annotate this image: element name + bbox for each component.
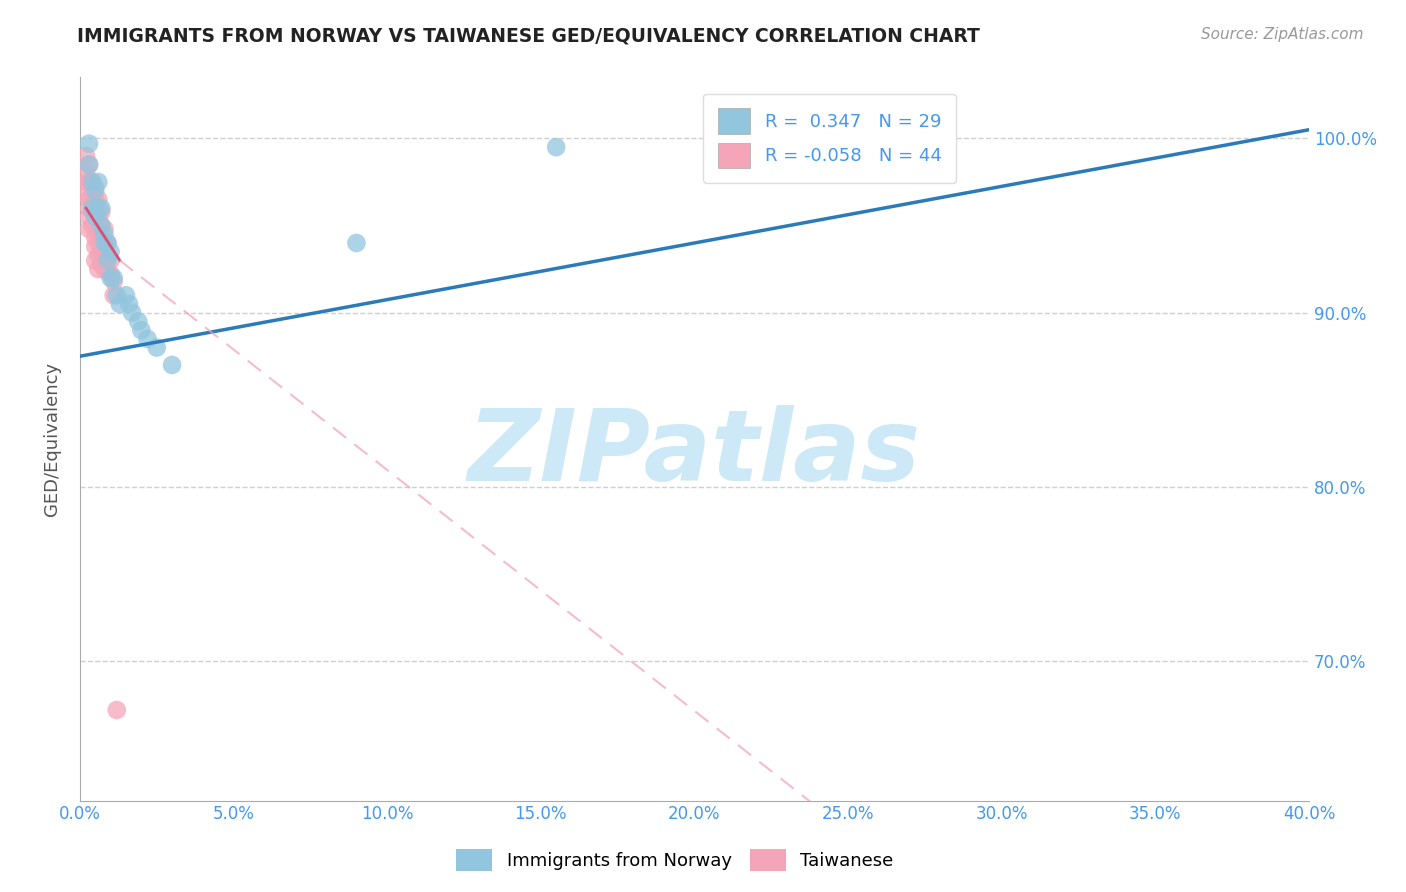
Point (96, 250, 118, 264)
Point (75, 149, 97, 163)
Point (90, 201, 112, 215)
Point (84, 204, 107, 219)
Point (90, 219, 112, 233)
Point (87, 210, 110, 224)
Point (87, 193, 110, 207)
Point (77, 157, 100, 171)
Text: ZIPatlas: ZIPatlas (468, 405, 921, 502)
Point (121, 306, 143, 320)
Point (118, 297, 141, 311)
Point (90, 244, 112, 259)
Point (105, 703, 128, 717)
Point (77, 175, 100, 189)
Point (108, 297, 131, 311)
Point (103, 274, 125, 288)
Point (84, 180, 107, 194)
Point (90, 219, 112, 233)
Point (75, 175, 97, 189)
Point (96, 235, 118, 250)
Point (87, 201, 110, 215)
Point (87, 235, 110, 250)
Text: IMMIGRANTS FROM NORWAY VS TAIWANESE GED/EQUIVALENCY CORRELATION CHART: IMMIGRANTS FROM NORWAY VS TAIWANESE GED/… (77, 27, 980, 45)
Text: Source: ZipAtlas.com: Source: ZipAtlas.com (1201, 27, 1364, 42)
Point (93, 235, 115, 250)
Point (87, 248, 110, 262)
Point (93, 222, 115, 236)
Point (100, 253, 122, 268)
Point (82, 187, 104, 202)
Point (82, 204, 104, 219)
Point (84, 219, 107, 233)
Point (96, 235, 118, 250)
Point (77, 136, 100, 151)
Point (84, 193, 107, 207)
Point (103, 270, 125, 285)
Point (100, 244, 122, 259)
Point (87, 175, 110, 189)
Point (93, 235, 115, 250)
Point (136, 332, 159, 346)
Point (84, 253, 107, 268)
Point (82, 201, 104, 215)
Point (84, 184, 107, 198)
Point (77, 193, 100, 207)
Point (82, 175, 104, 189)
Point (77, 222, 100, 236)
Legend: R =  0.347   N = 29, R = -0.058   N = 44: R = 0.347 N = 29, R = -0.058 N = 44 (703, 94, 956, 183)
Point (82, 175, 104, 189)
Point (93, 227, 115, 242)
Point (77, 157, 100, 171)
Point (90, 235, 112, 250)
Point (96, 264, 118, 278)
Legend: Immigrants from Norway, Taiwanese: Immigrants from Norway, Taiwanese (449, 842, 901, 879)
Point (90, 257, 112, 271)
Point (84, 210, 107, 224)
Point (87, 222, 110, 236)
Point (145, 341, 167, 355)
Y-axis label: GED/Equivalency: GED/Equivalency (44, 362, 60, 516)
Point (100, 268, 122, 282)
Point (75, 187, 97, 202)
Point (103, 288, 125, 302)
Point (546, 140, 568, 154)
Point (84, 239, 107, 253)
Point (93, 262, 115, 277)
Point (160, 358, 183, 372)
Point (100, 270, 122, 285)
Point (127, 314, 149, 328)
Point (105, 288, 128, 302)
Point (96, 253, 118, 268)
Point (131, 323, 153, 337)
Point (93, 250, 115, 264)
Point (346, 235, 368, 250)
Point (84, 231, 107, 245)
Point (77, 201, 100, 215)
Point (75, 166, 97, 180)
Point (115, 288, 138, 302)
Point (77, 210, 100, 224)
Point (90, 204, 112, 219)
Point (87, 262, 110, 277)
Point (82, 219, 104, 233)
